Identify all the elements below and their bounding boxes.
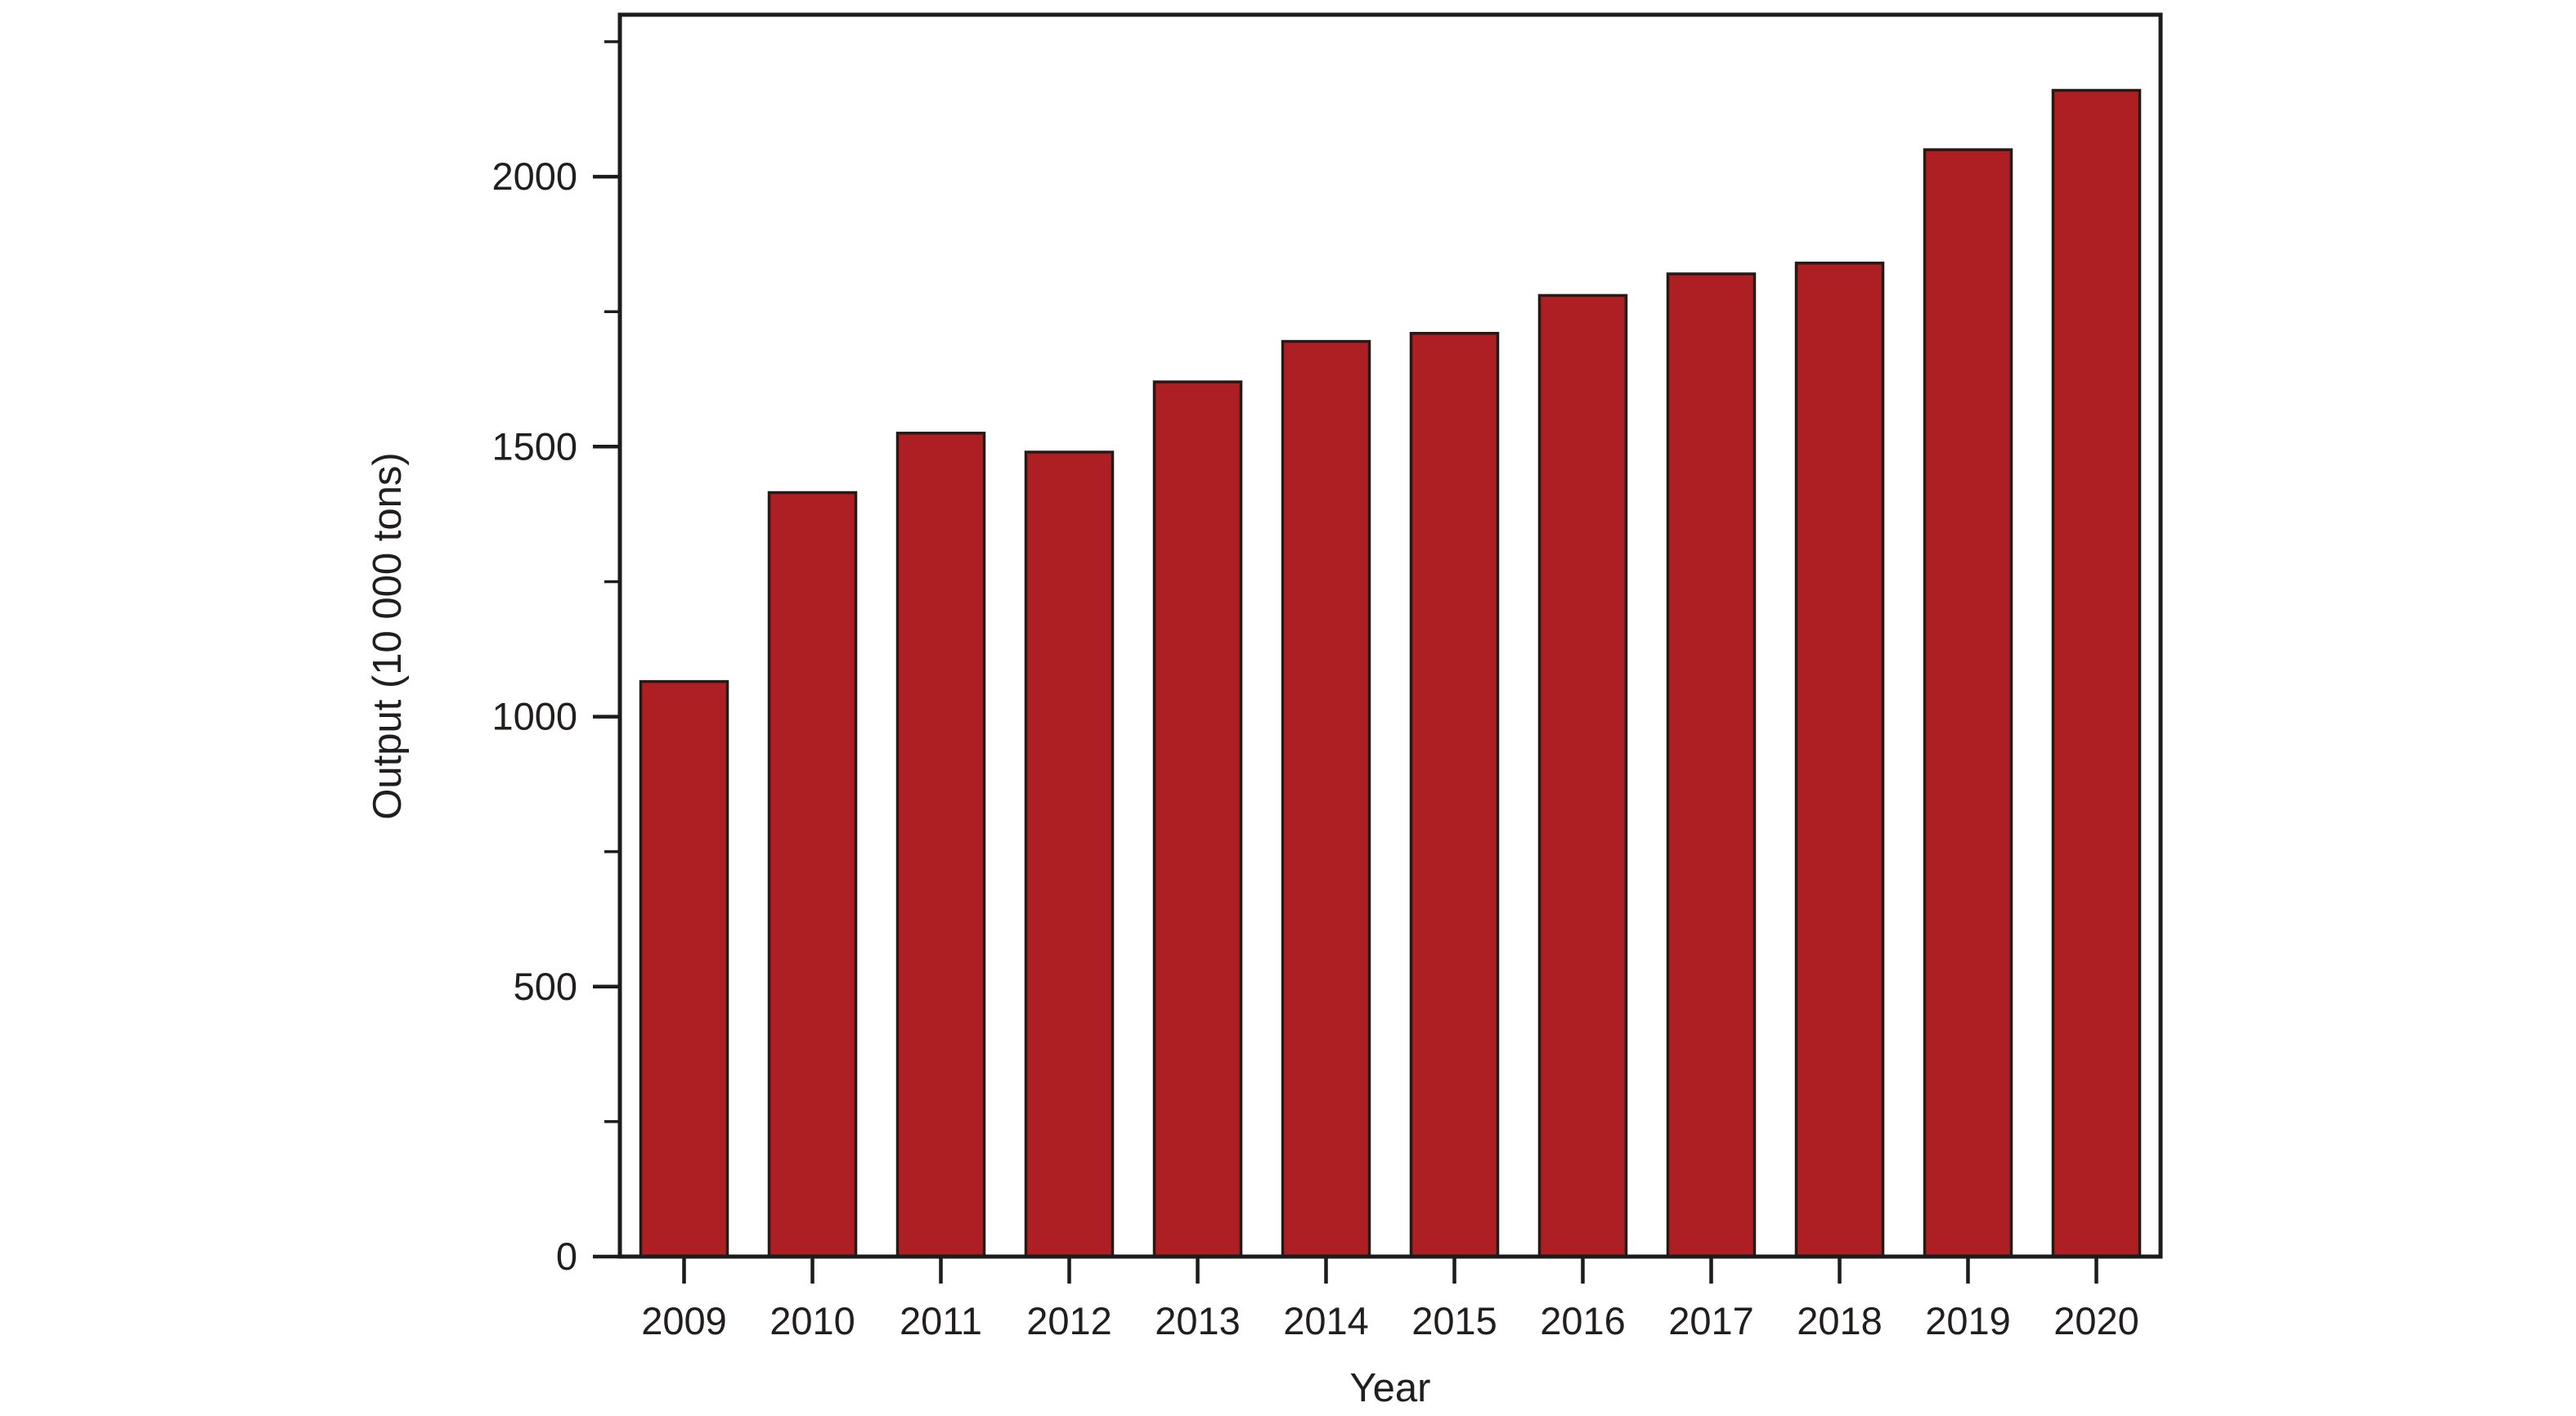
bar-2016 [1537,294,1628,1258]
x-tick-label-2012: 2012 [1026,1299,1112,1342]
x-tick-label-2020: 2020 [2053,1299,2139,1342]
bar-2014 [1281,339,1371,1258]
bar-2019 [1923,148,2013,1258]
x-tick-label-2010: 2010 [770,1299,855,1342]
x-axis-tick-labels-group: 2009 2010 2011 2012 2013 2014 2015 2016 2017 2018… [641,1299,2139,1342]
y-axis-tick-labels-group: 0 500 1000 1500 2000 [491,155,577,1278]
bar-2013 [1152,380,1243,1258]
y-axis-ticks-group [593,40,620,1259]
y-tick-label-500: 500 [514,965,577,1008]
bar-2018 [1794,262,1885,1258]
bar-2017 [1666,272,1757,1258]
y-tick-label-1000: 1000 [491,695,577,738]
bar-2011 [895,432,986,1258]
bar-2010 [767,491,858,1258]
bar-2015 [1409,331,1500,1258]
x-tick-label-2011: 2011 [900,1299,982,1342]
x-tick-label-2016: 2016 [1540,1299,1626,1342]
x-tick-label-2013: 2013 [1155,1299,1241,1342]
x-tick-label-2017: 2017 [1668,1299,1754,1342]
x-axis-title: Year [1349,1366,1430,1410]
x-axis-ticks-group [682,1257,2098,1284]
bar-2009 [639,679,729,1258]
plot-frame [617,12,2163,1259]
bars-group [639,88,2142,1258]
y-axis-title: Output (10 000 tons) [366,452,410,819]
x-tick-label-2014: 2014 [1283,1299,1369,1342]
bar-2020 [2051,88,2142,1258]
y-tick-label-2000: 2000 [491,155,577,198]
x-tick-label-2018: 2018 [1797,1299,1883,1342]
y-tick-label-0: 0 [556,1235,577,1278]
y-tick-label-1500: 1500 [491,424,577,468]
x-tick-label-2009: 2009 [641,1299,727,1342]
x-tick-label-2015: 2015 [1411,1299,1497,1342]
bar-2012 [1024,450,1115,1258]
x-tick-label-2019: 2019 [1925,1299,2011,1342]
